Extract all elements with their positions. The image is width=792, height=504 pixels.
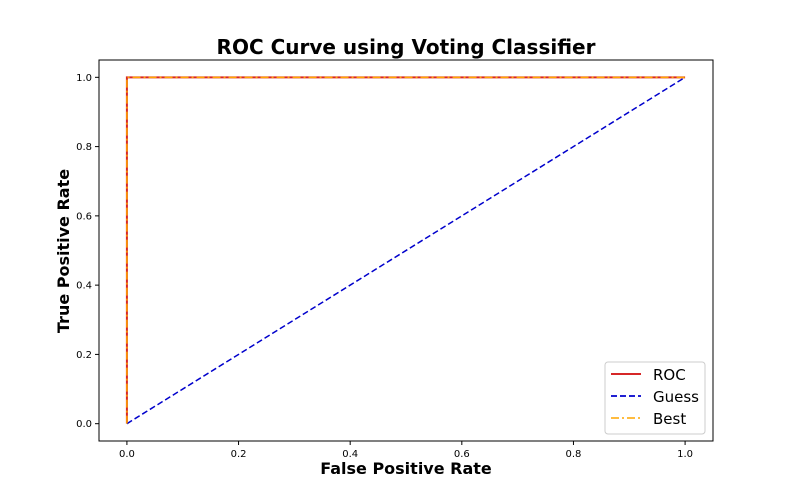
series-line-guess — [126, 76, 686, 425]
legend-label-roc: ROC — [653, 366, 686, 384]
y-tick-label: 1.0 — [76, 73, 92, 84]
y-tick-label: 0.0 — [76, 419, 92, 430]
x-tick-label: 0.8 — [566, 449, 582, 460]
series-line-best — [126, 76, 686, 424]
y-tick-label: 0.4 — [76, 281, 92, 292]
legend-box — [604, 361, 706, 435]
y-axis-ticks: 0.0 0.2 0.4 0.6 0.8 1.0 — [76, 73, 99, 430]
x-tick-label: 0.6 — [454, 449, 470, 460]
x-axis-ticks: 0.0 0.2 0.4 0.6 0.8 1.0 — [119, 441, 693, 460]
y-tick-label: 0.8 — [76, 142, 92, 153]
x-tick-label: 0.4 — [342, 449, 358, 460]
legend-label-guess: Guess — [653, 388, 699, 406]
y-axis-label: True Positive Rate — [54, 169, 73, 333]
x-tick-label: 0.0 — [119, 449, 135, 460]
chart-title: ROC Curve using Voting Classifier — [217, 35, 596, 59]
y-tick-label: 0.6 — [76, 211, 92, 222]
x-tick-label: 1.0 — [677, 449, 693, 460]
x-axis-label: False Positive Rate — [320, 459, 492, 478]
legend-label-best: Best — [653, 410, 686, 428]
y-tick-label: 0.2 — [76, 350, 92, 361]
x-tick-label: 0.2 — [231, 449, 247, 460]
series-layer — [125, 76, 686, 425]
legend: ROC Guess Best — [604, 361, 706, 435]
